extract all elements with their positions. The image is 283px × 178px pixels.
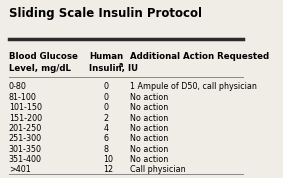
Text: 1 Ampule of D50, call physician: 1 Ampule of D50, call physician bbox=[130, 82, 256, 91]
Text: No action: No action bbox=[130, 114, 168, 123]
Text: 4: 4 bbox=[104, 124, 109, 133]
Text: Human
Insulin, IU: Human Insulin, IU bbox=[89, 52, 138, 73]
Text: No action: No action bbox=[130, 155, 168, 164]
Text: 0-80: 0-80 bbox=[9, 82, 27, 91]
Text: 81-100: 81-100 bbox=[9, 93, 37, 102]
Text: a: a bbox=[119, 62, 123, 68]
Text: 6: 6 bbox=[104, 134, 109, 143]
Text: Sliding Scale Insulin Protocol: Sliding Scale Insulin Protocol bbox=[9, 7, 202, 20]
Text: 301-350: 301-350 bbox=[9, 145, 42, 154]
Text: 151-200: 151-200 bbox=[9, 114, 42, 123]
Text: 201-250: 201-250 bbox=[9, 124, 42, 133]
Text: 251-300: 251-300 bbox=[9, 134, 42, 143]
Text: No action: No action bbox=[130, 93, 168, 102]
Text: 0: 0 bbox=[104, 93, 109, 102]
Text: No action: No action bbox=[130, 145, 168, 154]
Text: 10: 10 bbox=[104, 155, 114, 164]
Text: 0: 0 bbox=[104, 82, 109, 91]
Text: Additional Action Requested: Additional Action Requested bbox=[130, 52, 269, 61]
Text: No action: No action bbox=[130, 124, 168, 133]
Text: 12: 12 bbox=[104, 165, 114, 174]
Text: 2: 2 bbox=[104, 114, 109, 123]
Text: >401: >401 bbox=[9, 165, 31, 174]
Text: 351-400: 351-400 bbox=[9, 155, 42, 164]
Text: 101-150: 101-150 bbox=[9, 103, 42, 112]
Text: No action: No action bbox=[130, 134, 168, 143]
Text: 0: 0 bbox=[104, 103, 109, 112]
Text: Blood Glucose
Level, mg/dL: Blood Glucose Level, mg/dL bbox=[9, 52, 78, 73]
Text: No action: No action bbox=[130, 103, 168, 112]
Text: 8: 8 bbox=[104, 145, 109, 154]
Text: Call physician: Call physician bbox=[130, 165, 185, 174]
